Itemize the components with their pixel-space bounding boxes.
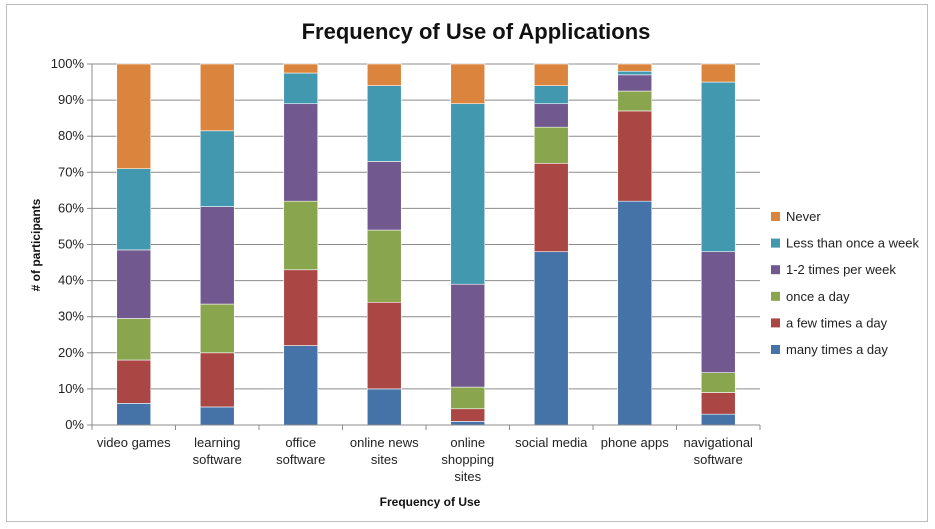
bar-segment — [283, 200, 319, 271]
bars — [116, 63, 736, 426]
bar-segment — [199, 352, 235, 408]
bar-segment — [533, 63, 569, 86]
bar-segment — [700, 392, 736, 415]
bar-segment — [450, 386, 486, 410]
y-tick-label: 60% — [58, 200, 84, 215]
y-tick-label: 30% — [58, 309, 84, 324]
legend-label: a few times a day — [786, 315, 888, 330]
legend-label: once a day — [786, 289, 850, 304]
bar-segment — [366, 229, 402, 303]
y-tick-label: 70% — [58, 164, 84, 179]
bar-segment — [617, 110, 653, 202]
legend-swatch — [771, 265, 780, 275]
x-axis-title: Frequency of Use — [380, 495, 481, 509]
legend-swatch — [771, 212, 780, 221]
bar-segment — [283, 345, 319, 426]
legend-item: a few times a day — [771, 315, 888, 330]
legend-label: Less than once a week — [786, 236, 919, 251]
bar-segment — [700, 372, 736, 393]
bar-segment — [116, 403, 152, 426]
bar-segment — [450, 103, 486, 285]
legend-label: Never — [786, 209, 821, 224]
bar-segment — [700, 63, 736, 83]
bar-segment — [533, 85, 569, 105]
legend: Never Less than once a week 1-2 times per … — [771, 209, 919, 357]
bar-segment — [199, 303, 235, 354]
y-axis-title: # of participants — [29, 198, 43, 291]
y-tick-label: 10% — [58, 381, 84, 396]
y-tick-label: 80% — [58, 128, 84, 143]
bar-segment — [533, 126, 569, 164]
x-category-label: learning software — [193, 435, 242, 467]
bar-segment — [617, 200, 653, 426]
legend-item: many times a day — [771, 342, 888, 357]
y-tick-label: 50% — [58, 237, 84, 252]
bar-segment — [199, 206, 235, 305]
x-category-label: online news sites — [350, 435, 419, 467]
bar-segment — [116, 168, 152, 251]
legend-swatch — [771, 345, 780, 354]
bar-segment — [533, 103, 569, 128]
bar-segment — [283, 103, 319, 202]
bar-segment — [533, 162, 569, 253]
bar-segment — [116, 359, 152, 404]
bar-segment — [450, 408, 486, 422]
legend-swatch — [771, 238, 780, 248]
bar-segment — [617, 90, 653, 112]
bar-segment — [533, 251, 569, 426]
x-category-label: office software — [276, 435, 325, 467]
bar-segment — [450, 63, 486, 105]
bar-segment — [450, 283, 486, 388]
bar-segment — [116, 249, 152, 319]
x-category-label: online shopping sites — [441, 435, 494, 484]
y-tick-label: 90% — [58, 92, 84, 107]
y-tick-label: 20% — [58, 345, 84, 360]
legend-item: 1-2 times per week — [771, 262, 896, 277]
bar-segment — [700, 81, 736, 253]
bar-segment — [366, 63, 402, 86]
bar-segment — [366, 388, 402, 426]
bar-segment — [366, 161, 402, 231]
bar-segment — [366, 301, 402, 390]
bar-segment — [450, 421, 486, 426]
x-axis-category-labels: video games learning software office softwar… — [91, 425, 761, 484]
legend-item: once a day — [771, 289, 850, 304]
bar-segment — [700, 251, 736, 373]
bar-segment — [283, 72, 319, 105]
bar-segment — [283, 269, 319, 346]
bar-segment — [700, 413, 736, 426]
x-category-label: video games — [97, 435, 171, 450]
y-tick-label: 0% — [65, 417, 84, 432]
legend-item: Never — [771, 209, 821, 224]
bar-segment — [366, 85, 402, 162]
bar-segment — [617, 63, 653, 72]
bar-segment — [283, 63, 319, 74]
x-category-label: navigational software — [684, 435, 753, 467]
bar-segment — [199, 406, 235, 426]
gridlines — [87, 63, 760, 426]
y-tick-label: 100% — [51, 56, 85, 71]
y-axis-tick-labels: 0% 10% 20% 30% 40% 50% 60% 70% 80% 90% 100% — [51, 56, 85, 432]
legend-swatch — [771, 291, 780, 301]
x-category-label: phone apps — [601, 435, 669, 450]
bar-segment — [617, 74, 653, 92]
bar-segment — [116, 63, 152, 169]
x-category-label: social media — [515, 435, 588, 450]
bar-segment — [199, 63, 235, 132]
legend-label: many times a day — [786, 342, 888, 357]
legend-item: Less than once a week — [771, 236, 919, 251]
bar-segment — [116, 318, 152, 361]
legend-label: 1-2 times per week — [786, 262, 896, 277]
legend-swatch — [771, 318, 780, 328]
bar-segment — [617, 70, 653, 76]
chart-title: Frequency of Use of Applications — [302, 19, 651, 44]
y-tick-label: 40% — [58, 273, 84, 288]
bar-segment — [199, 130, 235, 207]
